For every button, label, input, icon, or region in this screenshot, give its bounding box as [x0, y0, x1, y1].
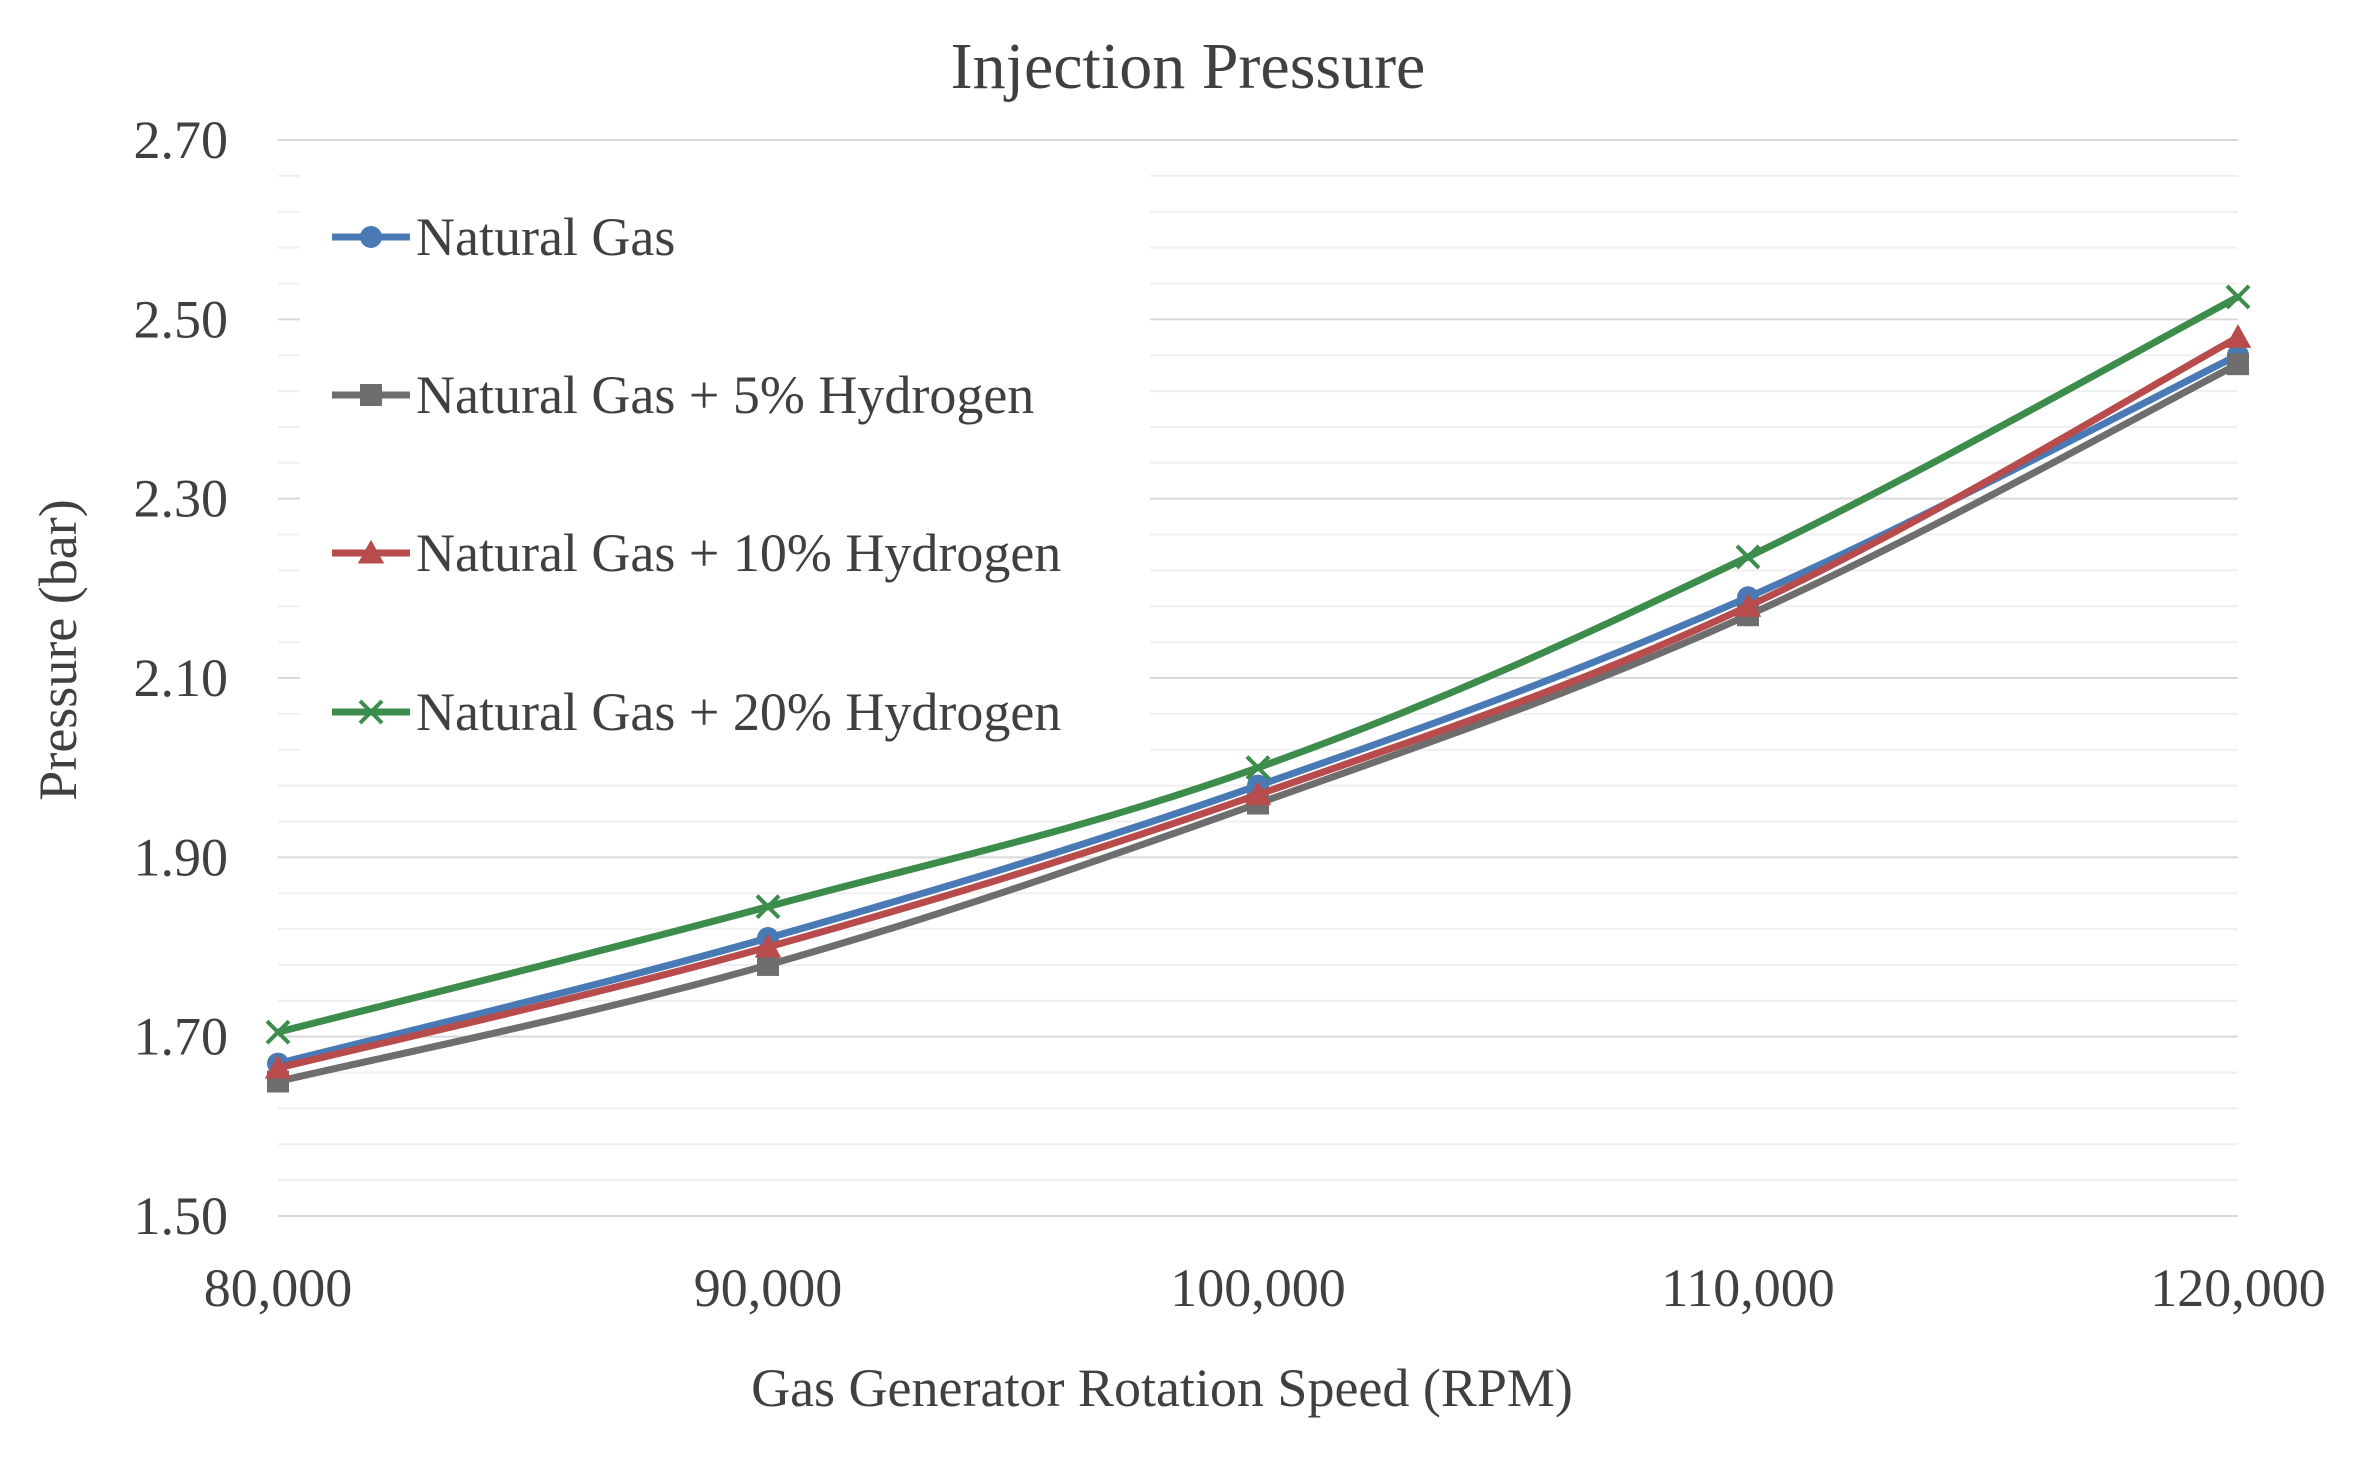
data-point [754, 933, 782, 958]
y-axis-ticks: 1.50 1.70 1.90 2.10 2.30 2.50 2.70 [134, 110, 229, 1246]
legend-item-2: Natural Gas + 5% Hydrogen [332, 365, 1034, 425]
data-point [2227, 353, 2249, 376]
legend-label: Natural Gas [416, 207, 675, 267]
series-group [264, 284, 2252, 1093]
legend-item-3: Natural Gas + 10% Hydrogen [332, 523, 1061, 583]
data-point [757, 953, 779, 976]
chart-title: Injection Pressure [951, 30, 1426, 103]
data-point [755, 894, 781, 920]
legend-label: Natural Gas + 20% Hydrogen [416, 682, 1061, 742]
legend-marker [358, 699, 384, 725]
series-4 [265, 284, 2251, 1045]
series-3 [264, 324, 2252, 1079]
legend-item-1: Natural Gas [332, 207, 675, 267]
legend-label: Natural Gas + 10% Hydrogen [416, 523, 1061, 583]
x-tick-label: 110,000 [1661, 1258, 1835, 1318]
data-point [264, 1054, 292, 1079]
x-tick-label: 90,000 [694, 1258, 843, 1318]
data-point [1734, 593, 1762, 617]
y-tick-label: 1.70 [134, 1007, 229, 1067]
x-tick-label: 80,000 [204, 1258, 353, 1318]
legend-item-4: Natural Gas + 20% Hydrogen [332, 682, 1061, 742]
y-tick-label: 1.50 [134, 1186, 229, 1246]
y-axis-label: Pressure (bar) [28, 499, 88, 800]
legend-marker [360, 226, 382, 248]
legend: Natural Gas Natural Gas + 5% Hydrogen Natu… [332, 207, 1061, 742]
marker-x-stroke [1245, 755, 1271, 781]
data-point [2225, 284, 2251, 310]
marker-x-stroke [358, 699, 384, 725]
data-point [265, 1019, 291, 1045]
marker-x-stroke [265, 1019, 291, 1045]
marker-x-stroke [1735, 544, 1761, 570]
data-point [1244, 781, 1272, 806]
legend-marker [357, 539, 385, 564]
legend-label: Natural Gas + 5% Hydrogen [416, 365, 1034, 425]
x-axis-label: Gas Generator Rotation Speed (RPM) [751, 1358, 1573, 1418]
legend-background [300, 170, 1150, 770]
x-tick-label: 100,000 [1170, 1258, 1346, 1318]
y-tick-label: 2.70 [134, 110, 229, 170]
data-point [1245, 755, 1271, 781]
y-tick-label: 2.50 [134, 289, 229, 349]
y-tick-label: 1.90 [134, 827, 229, 887]
marker-x-stroke [755, 894, 781, 920]
marker-x-stroke [2225, 284, 2251, 310]
legend-marker [360, 384, 382, 406]
x-tick-label: 120,000 [2150, 1258, 2326, 1318]
data-point [2224, 324, 2252, 348]
x-axis-ticks: 80,000 90,000 100,000 110,000 120,000 [204, 1258, 2326, 1318]
data-point [1735, 544, 1761, 570]
y-tick-label: 2.10 [134, 648, 229, 708]
y-tick-label: 2.30 [134, 469, 229, 529]
